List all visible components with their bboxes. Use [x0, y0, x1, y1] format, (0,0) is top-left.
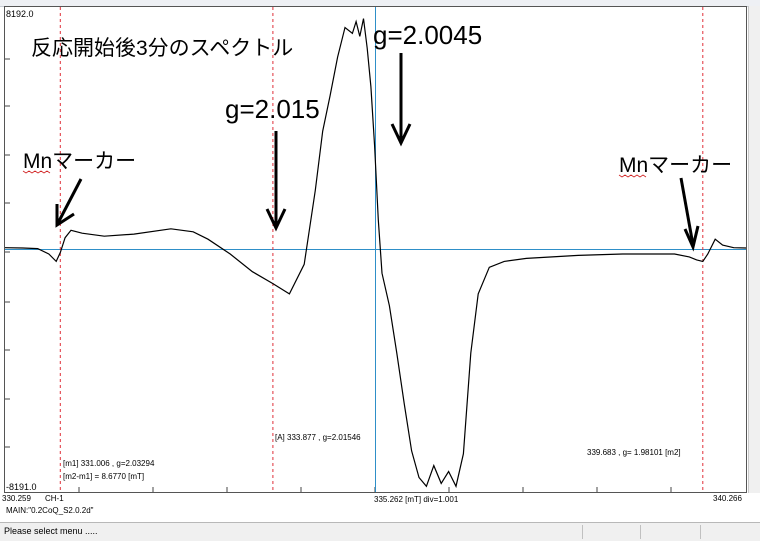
mn-marker-right-annotation: Mnマーカー — [619, 154, 732, 177]
m2-m1-readout: [m2-m1] = 8.6770 [mT] — [63, 472, 144, 481]
arrow-mn-right — [679, 177, 700, 252]
mn-marker-left-annotation: Mnマーカー — [23, 150, 136, 173]
main-file-label: MAIN:"0.2CoQ_S2.0.2d" — [6, 506, 94, 515]
y-min-label: -8191.0 — [6, 482, 37, 492]
spellcheck-squiggle-right — [618, 174, 647, 178]
y-axis-ticks — [5, 58, 10, 448]
a-readout: [A] 333.877 , g=2.01546 — [275, 433, 361, 442]
title-annotation: 反応開始後3分のスペクトル — [31, 37, 293, 60]
arrow-mn-left — [55, 178, 83, 228]
channel-label: CH-1 — [45, 494, 64, 503]
status-bar: Please select menu ..... — [0, 522, 760, 541]
spectrum-trace — [5, 18, 746, 489]
vertical-scrollbar[interactable] — [748, 6, 760, 493]
arrow-g-shoulder — [265, 131, 287, 232]
m1-readout: [m1] 331.006 , g=2.03294 — [63, 459, 155, 468]
y-max-label: 8192.0 — [6, 9, 34, 19]
arrow-g-main — [390, 53, 412, 147]
status-message: Please select menu ..... — [4, 526, 98, 536]
g-main-annotation: g=2.0045 — [373, 20, 482, 50]
x-min-label: 330.259 — [2, 494, 31, 503]
m2-readout: 339.683 , g= 1.98101 [m2] — [587, 448, 681, 457]
spectrum-chart[interactable]: 8192.0 -8191.0 反応開始後3分のスペクトル g=2.0045 g=… — [5, 7, 746, 492]
x-axis-readouts: 330.259 CH-1 MAIN:"0.2CoQ_S2.0.2d" 335.2… — [0, 493, 760, 522]
x-center-readout: 335.262 [mT] div=1.001 — [374, 495, 459, 504]
x-max-label: 340.266 — [713, 494, 742, 503]
plot-area[interactable]: 8192.0 -8191.0 反応開始後3分のスペクトル g=2.0045 g=… — [4, 6, 747, 493]
spellcheck-squiggle-left — [22, 170, 51, 174]
g-shoulder-annotation: g=2.015 — [225, 94, 320, 124]
